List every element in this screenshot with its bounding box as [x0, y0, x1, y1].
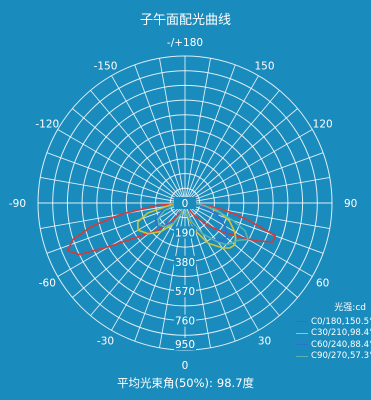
- grid-spoke-100: [184, 177, 330, 204]
- angle-tick-label-90: 90: [344, 198, 357, 210]
- radial-tick-bg-3: [174, 285, 196, 298]
- grid-spoke-50: [184, 202, 298, 298]
- legend-title: 光强:cd: [334, 303, 366, 313]
- grid-spoke-300: [57, 202, 186, 277]
- grid-spoke-320: [90, 202, 186, 316]
- radial-tick-bg-4: [174, 314, 196, 327]
- legend-item-c0: C0/180,150.5°: [296, 316, 371, 328]
- grid-spoke-30: [184, 202, 259, 331]
- chart-title: 子午面配光曲线: [139, 13, 231, 28]
- legend-label-c0: C0/180,150.5°: [311, 316, 371, 327]
- grid-spoke-150: [184, 75, 259, 204]
- radial-tick-label-1: 190: [175, 227, 195, 239]
- legend-item-c30: C30/210,98.4°: [296, 328, 371, 340]
- series-line-3: [157, 202, 249, 246]
- grid-spoke-110: [184, 152, 324, 204]
- radial-tick-bg-5: [174, 338, 196, 350]
- beam-angle-label: 平均光束角(50%):: [116, 376, 213, 390]
- grid-spoke-280: [40, 202, 186, 229]
- beam-angle-value: 98.7度: [216, 376, 255, 390]
- radial-tick-bg-0: [174, 197, 196, 209]
- radial-tick-label-4: 760: [175, 316, 195, 328]
- radial-tick-label-5: 950: [175, 339, 195, 351]
- grid-spoke-230: [72, 108, 186, 204]
- grid-spoke-200: [134, 64, 186, 204]
- grid-spoke-160: [184, 64, 236, 204]
- radial-tick-label-0: 0: [182, 198, 189, 210]
- angle-tick-label-120: 120: [313, 119, 333, 131]
- angle-tick-label--90: -90: [9, 198, 26, 210]
- legend-swatch-c0: [296, 321, 308, 323]
- grid-spoke-190: [159, 58, 186, 204]
- legend-label-c90: C90/270,57.3°: [311, 351, 371, 362]
- beam-angle-footer: 平均光束角(50%): 98.7度: [0, 375, 371, 391]
- grid-spoke-120: [184, 129, 313, 204]
- grid-spoke-140: [184, 90, 280, 204]
- angle-tick-label--150: -150: [94, 60, 118, 72]
- grid-spoke-170: [184, 58, 211, 204]
- grid-spoke-310: [72, 202, 186, 298]
- angle-tick-label--30: -30: [97, 336, 114, 348]
- angle-tick-label-30: 30: [258, 336, 271, 348]
- angle-tick-label--60: -60: [39, 278, 56, 290]
- polar-labels: 0 190 380 570 760 950 0 30 -30 60 -60 90 -90 120 -120 1…: [9, 37, 358, 372]
- grid-spoke-340: [134, 202, 186, 342]
- legend-item-c90: C90/270,57.3°: [296, 351, 371, 363]
- grid-spoke-70: [184, 202, 324, 254]
- angle-tick-label-150: 150: [254, 60, 274, 72]
- grid-spoke-40: [184, 202, 280, 316]
- legend-label-c60: C60/240,88.4°: [311, 339, 371, 350]
- angle-tick-label-0: 0: [182, 360, 189, 372]
- radial-tick-bg-2: [174, 255, 196, 268]
- angle-tick-label--120: -120: [35, 119, 59, 131]
- angle-tick-label-60: 60: [316, 278, 329, 290]
- legend-swatch-c30: [296, 332, 308, 334]
- legend-swatch-c90: [296, 355, 308, 357]
- grid-spoke-260: [40, 177, 186, 204]
- legend-item-c60: C60/240,88.4°: [296, 339, 371, 351]
- radial-tick-label-3: 570: [175, 286, 195, 298]
- polar-grid: [37, 55, 333, 351]
- legend-label-c30: C30/210,98.4°: [311, 328, 371, 339]
- grid-spoke-240: [57, 129, 186, 204]
- grid-spoke-220: [90, 90, 186, 204]
- grid-spoke-210: [111, 75, 186, 204]
- grid-spoke-130: [184, 108, 298, 204]
- legend-swatch-c60: [296, 344, 308, 346]
- chart-legend: 光强:cd C0/180,150.5° C30/210,98.4° C60/24…: [296, 300, 371, 363]
- radial-tick-label-2: 380: [175, 257, 195, 269]
- grid-spoke-250: [46, 152, 186, 204]
- radial-tick-bg-1: [174, 226, 196, 239]
- angle-tick-label--p180: -/+180: [167, 37, 203, 49]
